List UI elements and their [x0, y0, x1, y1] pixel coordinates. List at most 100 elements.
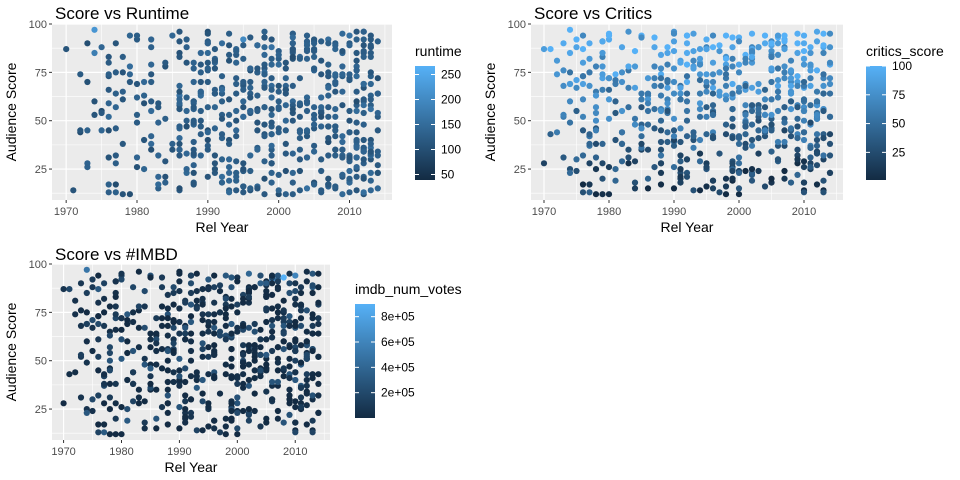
data-point: [268, 142, 275, 149]
data-point: [289, 53, 296, 61]
data-point: [826, 44, 834, 51]
data-point: [211, 65, 218, 72]
data-point: [599, 49, 606, 57]
data-point: [605, 96, 613, 103]
data-point: [105, 154, 112, 161]
data-point: [251, 367, 258, 374]
data-point: [303, 154, 311, 161]
data-point: [683, 90, 691, 97]
data-point: [303, 390, 310, 397]
data-point: [234, 278, 241, 285]
legend-tick-label: 2e+05: [381, 386, 415, 400]
data-point: [729, 90, 736, 97]
data-point: [251, 346, 258, 353]
data-point: [226, 156, 233, 163]
data-point: [703, 164, 710, 171]
data-point: [199, 376, 206, 384]
x-axis-title: Rel Year: [196, 219, 249, 235]
data-point: [303, 371, 310, 378]
data-point: [105, 127, 112, 134]
data-point: [205, 371, 212, 378]
data-point: [187, 289, 195, 297]
data-point: [696, 77, 704, 84]
data-point: [286, 411, 293, 418]
data-point: [190, 78, 197, 86]
data-point: [112, 431, 119, 438]
data-point: [677, 59, 684, 66]
data-point: [774, 40, 782, 47]
data-point: [147, 336, 154, 343]
data-point: [199, 353, 206, 360]
data-point: [325, 113, 332, 120]
data-point: [670, 127, 678, 134]
data-point: [813, 136, 821, 144]
data-point: [813, 67, 821, 74]
data-point: [807, 82, 814, 89]
data-point: [247, 78, 254, 86]
data-point: [631, 48, 639, 55]
data-point: [268, 55, 275, 62]
data-point: [269, 328, 276, 335]
data-point: [182, 324, 189, 331]
data-point: [309, 375, 316, 382]
data-point: [216, 390, 224, 397]
data-point: [257, 336, 264, 343]
x-tick-label: 2010: [337, 206, 361, 218]
data-point: [77, 280, 85, 287]
data-point: [722, 32, 730, 39]
data-point: [226, 42, 233, 49]
data-point: [353, 107, 360, 115]
data-point: [592, 63, 600, 70]
data-point: [222, 431, 229, 438]
data-point: [268, 94, 275, 101]
data-point: [339, 191, 346, 198]
data-point: [233, 80, 240, 88]
data-point: [315, 284, 322, 291]
data-point: [183, 117, 190, 124]
data-point: [240, 78, 247, 86]
data-point: [657, 138, 665, 146]
data-point: [638, 34, 645, 41]
data-point: [176, 373, 183, 380]
data-point: [164, 357, 171, 364]
data-point: [148, 71, 155, 78]
data-point: [748, 166, 756, 173]
chart-title: Score vs #IMBD: [55, 245, 178, 264]
data-point: [346, 117, 353, 124]
data-point: [612, 177, 619, 184]
data-point: [360, 102, 367, 109]
data-point: [233, 90, 240, 97]
data-point: [696, 46, 704, 53]
data-point: [141, 303, 148, 310]
data-point: [162, 173, 169, 180]
legend-title: imdb_num_votes: [355, 281, 462, 297]
data-point: [251, 390, 258, 397]
data-point: [218, 173, 226, 180]
data-point: [332, 146, 339, 153]
data-point: [339, 63, 346, 70]
data-point: [318, 71, 325, 78]
data-point: [651, 125, 658, 132]
legend-tick-label: 50: [441, 168, 455, 182]
data-point: [586, 82, 593, 89]
data-point: [651, 34, 658, 41]
data-point: [742, 55, 749, 62]
data-point: [148, 133, 155, 140]
data-point: [187, 313, 195, 320]
data-point: [703, 131, 710, 138]
data-point: [247, 34, 254, 41]
data-point: [703, 88, 710, 95]
data-point: [70, 187, 77, 194]
data-point: [153, 315, 160, 322]
data-point: [735, 191, 743, 198]
data-point: [774, 65, 782, 72]
data-point: [118, 326, 125, 333]
data-point: [592, 191, 600, 198]
data-point: [315, 320, 322, 328]
data-point: [135, 400, 142, 407]
data-point: [251, 375, 258, 382]
data-point: [303, 402, 310, 409]
data-point: [261, 44, 268, 51]
data-point: [204, 136, 211, 144]
data-point: [182, 330, 189, 337]
